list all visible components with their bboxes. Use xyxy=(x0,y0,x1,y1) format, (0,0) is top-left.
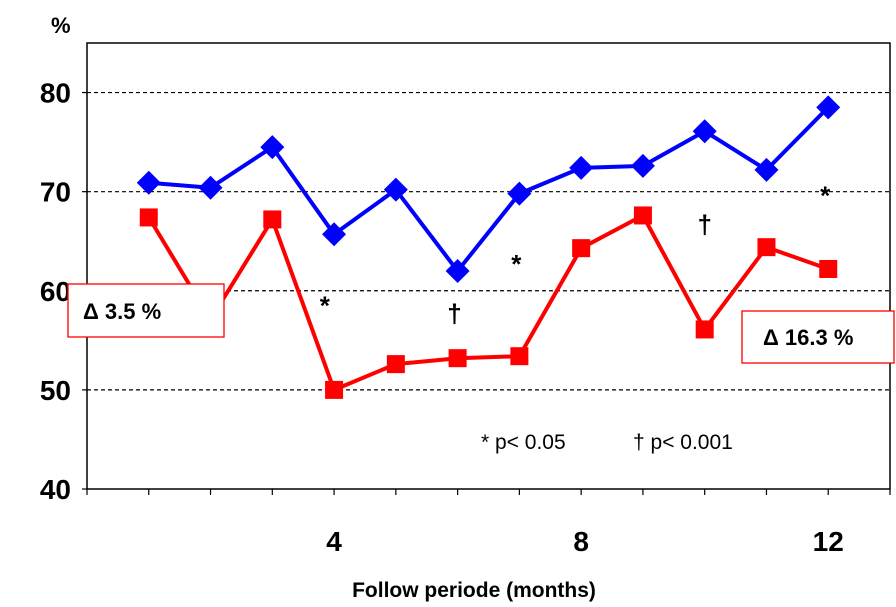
delta-label-left: Δ 3.5 % xyxy=(83,299,161,324)
x-tick-label-4: 4 xyxy=(326,526,342,557)
series-2-point-9 xyxy=(633,206,652,225)
p-value-note-asterisk: * p< 0.05 xyxy=(481,431,566,454)
significance-markers: * † * † * xyxy=(320,181,831,329)
series-1-point-1 xyxy=(136,170,161,195)
series-2-point-7 xyxy=(510,347,529,366)
plot-frame xyxy=(86,42,891,490)
series-1-point-5 xyxy=(383,177,408,202)
significance-marker-2: † xyxy=(447,299,461,329)
x-axis-label: Follow periode (months) xyxy=(352,579,596,602)
series-1-point-8 xyxy=(569,155,594,180)
y-tick-label-80: 80 xyxy=(40,78,71,109)
series-2-point-11 xyxy=(757,238,776,257)
series-1-point-12 xyxy=(816,95,841,120)
series-1-point-6 xyxy=(445,258,470,283)
series-2-point-1 xyxy=(139,208,158,227)
series-1-point-7 xyxy=(507,181,532,206)
delta-box-right xyxy=(741,310,895,364)
significance-marker-4: † xyxy=(697,209,711,239)
y-axis-label: % xyxy=(51,13,71,38)
series-2-point-12 xyxy=(819,259,838,278)
series-1-point-2 xyxy=(198,175,223,200)
series-2-point-8 xyxy=(572,239,591,258)
series-1-point-11 xyxy=(754,157,779,182)
series-1-point-4 xyxy=(322,222,347,247)
delta-annotation-right: Δ 16.3 % xyxy=(741,310,895,364)
series-2-point-6 xyxy=(448,349,467,368)
y-tick-label-40: 40 xyxy=(40,474,71,505)
series-2-point-10 xyxy=(695,320,714,339)
series-1-point-3 xyxy=(260,135,285,160)
p-value-note-dagger: † p< 0.001 xyxy=(633,431,733,454)
x-tick-label-12: 12 xyxy=(813,526,844,557)
significance-marker-5: * xyxy=(820,181,831,211)
y-tick-label-50: 50 xyxy=(40,375,71,406)
significance-marker-3: * xyxy=(511,249,522,279)
y-axis-ticks: 40 50 60 70 80 xyxy=(40,78,87,505)
delta-label-right: Δ 16.3 % xyxy=(763,325,853,350)
y-tick-label-60: 60 xyxy=(40,276,71,307)
x-tick-label-8: 8 xyxy=(573,526,589,557)
x-axis-ticks: 4 8 12 xyxy=(86,489,891,557)
y-tick-label-70: 70 xyxy=(40,177,71,208)
series-2-line xyxy=(147,213,829,392)
series-2-point-4 xyxy=(325,380,344,399)
series-2-point-5 xyxy=(386,355,405,374)
series-2-point-3 xyxy=(263,210,282,229)
delta-annotation-left: Δ 3.5 % xyxy=(67,283,225,338)
series-1-point-9 xyxy=(630,153,655,178)
delta-box-left xyxy=(67,283,225,338)
significance-marker-1: * xyxy=(320,291,331,321)
series-1-point-10 xyxy=(692,119,717,144)
series-1-line xyxy=(148,105,830,273)
series-group xyxy=(136,95,841,399)
